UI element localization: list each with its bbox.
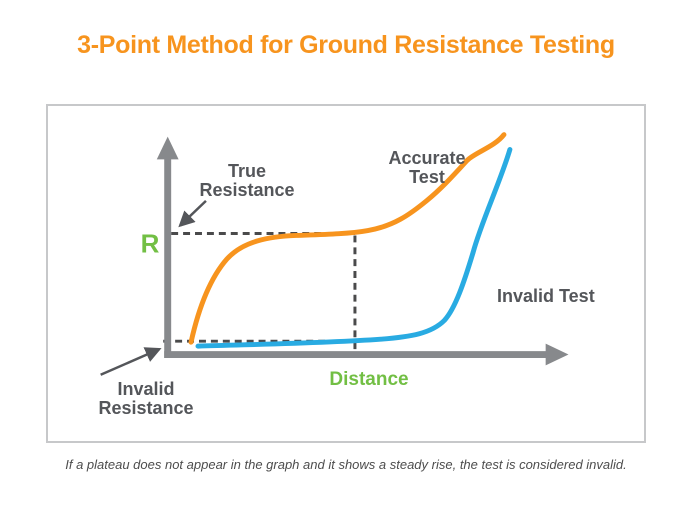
x-axis-arrowhead-icon — [545, 343, 569, 366]
invalid-resistance-label-line1: Invalid — [117, 379, 175, 399]
accurate-test-label: Accurate Test — [388, 149, 465, 187]
invalid-resistance-label: Invalid Resistance — [98, 380, 193, 418]
accurate-test-label-line2: Test — [409, 166, 445, 187]
accurate-test-curve — [188, 132, 507, 345]
invalid-test-curve — [195, 147, 513, 349]
invalid-resistance-arrow-icon — [100, 347, 162, 376]
chart-canvas — [100, 132, 569, 376]
true-resistance-label-line2: Resistance — [199, 179, 295, 200]
invalid-resistance-label-line2: Resistance — [98, 397, 194, 418]
accurate-test-label-line1: Accurate — [388, 148, 466, 168]
page-title: 3-Point Method for Ground Resistance Tes… — [77, 31, 615, 59]
chart-panel: R True Resistance Accurate Test Invalid … — [46, 104, 646, 443]
true-resistance-label: True Resistance — [199, 162, 294, 200]
y-axis-label: R — [140, 228, 160, 259]
true-resistance-arrow-icon — [178, 199, 207, 228]
true-resistance-label-line1: True — [227, 161, 266, 181]
y-axis-arrowhead-icon — [156, 136, 179, 160]
x-axis-label: Distance — [329, 369, 409, 390]
footnote: If a plateau does not appear in the grap… — [65, 457, 627, 472]
invalid-test-label: Invalid Test — [497, 286, 595, 306]
